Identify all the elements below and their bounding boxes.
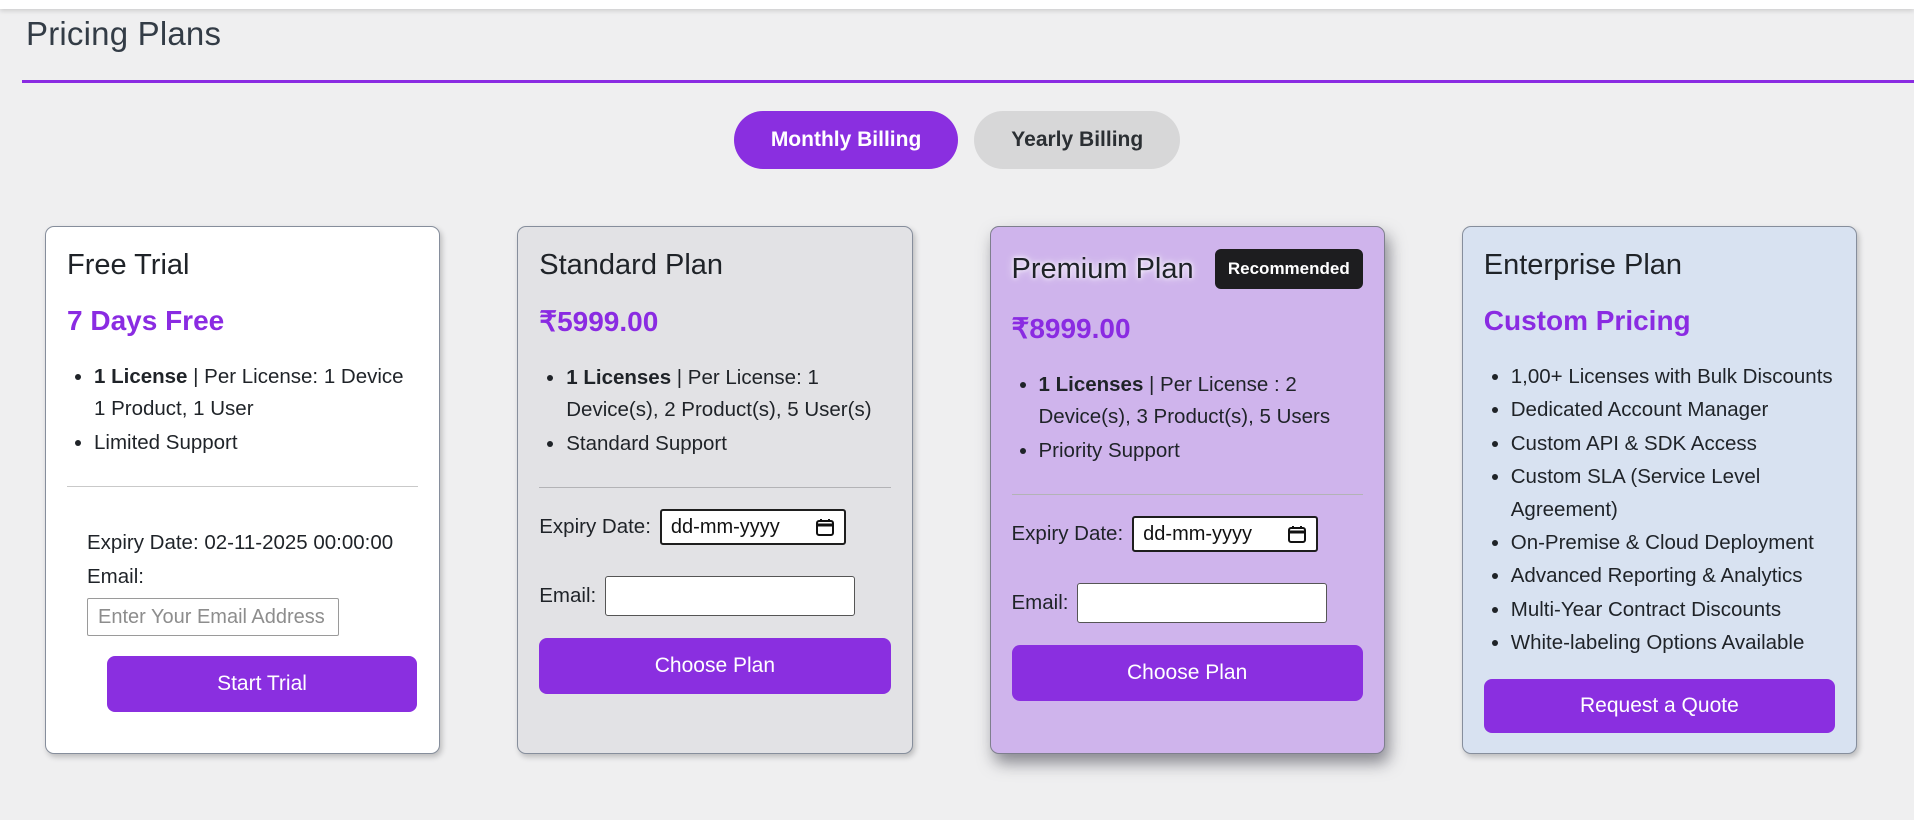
expiry-date-input[interactable]: dd-mm-yyyy [659,509,846,546]
plan-price: Custom Pricing [1483,305,1691,336]
calendar-icon[interactable] [1287,524,1307,544]
plan-title: Standard Plan [539,249,724,281]
feature-rest-text: | Per License: 1 Device 1 Product, 1 Use… [94,365,404,421]
choose-plan-button[interactable]: Choose Plan [539,638,891,695]
feature-bold-text: 1 License [94,365,188,388]
feature-item: On-Premise & Cloud Deployment [1511,527,1835,559]
feature-item: Dedicated Account Manager [1511,394,1835,426]
request-quote-button[interactable]: Request a Quote [1483,679,1835,733]
feature-item: Custom SLA (Service Level Agreement) [1511,461,1835,526]
email-label: Email: [87,565,144,589]
feature-item: Priority Support [1039,435,1363,467]
expiry-date-label: Expiry Date: [539,515,651,539]
feature-item: Multi-Year Contract Discounts [1511,594,1835,626]
feature-bold-text: 1 Licenses [566,366,672,389]
feature-item: 1,00+ Licenses with Bulk Discounts [1511,361,1835,393]
expiry-date-text: Expiry Date: 02-11-2025 00:00:00 [87,531,394,555]
feature-list: 1 Licenses | Per License : 2 Device(s), … [1012,369,1363,468]
email-label: Email: [1011,591,1069,615]
calendar-icon[interactable] [815,517,835,537]
billing-toggle: Monthly Billing Yearly Billing [0,111,1914,169]
card-divider [1011,494,1363,496]
feature-item: 1 License | Per License: 1 Device 1 Prod… [94,361,418,426]
feature-list: 1 License | Per License: 1 Device 1 Prod… [67,361,418,460]
pricing-cards-row: Free Trial 7 Days Free 1 License | Per L… [0,226,1914,754]
email-input[interactable] [605,576,856,617]
email-label: Email: [539,584,597,608]
feature-list: 1,00+ Licenses with Bulk Discounts Dedic… [1484,361,1835,660]
plan-card-premium: Premium Plan Recommended ₹8999.00 1 Lice… [989,226,1385,754]
choose-plan-button[interactable]: Choose Plan [1011,645,1363,702]
card-divider [539,487,891,489]
feature-bold-text: 1 Licenses [1038,373,1144,396]
recommended-badge: Recommended [1214,249,1363,289]
plan-title: Premium Plan [1011,252,1194,285]
email-input[interactable] [87,598,339,637]
date-placeholder: dd-mm-yyyy [670,515,780,538]
monthly-billing-button[interactable]: Monthly Billing [733,111,959,169]
plan-title: Enterprise Plan [1483,249,1683,281]
feature-rest-text: | Per License: 1 Device(s), 2 Product(s)… [566,366,872,422]
top-bar [0,0,1914,9]
feature-item: White-labeling Options Available [1511,627,1835,659]
feature-rest-text: | Per License : 2 Device(s), 3 Product(s… [1038,373,1331,429]
plan-price: ₹8999.00 [1011,313,1131,344]
feature-item: Standard Support [566,428,890,460]
feature-item: Advanced Reporting & Analytics [1511,560,1835,592]
feature-item: Custom API & SDK Access [1511,428,1835,460]
plan-title: Free Trial [67,249,190,281]
date-placeholder: dd-mm-yyyy [1143,522,1253,545]
plan-price: 7 Days Free [67,305,225,336]
title-underline [22,80,1914,83]
plan-card-standard: Standard Plan ₹5999.00 1 Licenses | Per … [517,226,913,754]
plan-card-enterprise: Enterprise Plan Custom Pricing 1,00+ Lic… [1461,226,1857,754]
feature-item: Limited Support [94,427,418,459]
yearly-billing-button[interactable]: Yearly Billing [974,111,1181,169]
card-divider [67,486,419,488]
page-title: Pricing Plans [26,15,222,52]
plan-price: ₹5999.00 [539,306,659,337]
feature-item: 1 Licenses | Per License : 2 Device(s), … [1039,369,1363,434]
plan-card-free-trial: Free Trial 7 Days Free 1 License | Per L… [45,226,441,754]
feature-list: 1 Licenses | Per License: 1 Device(s), 2… [539,362,890,461]
email-input[interactable] [1077,583,1328,624]
expiry-date-label: Expiry Date: [1011,522,1124,546]
expiry-date-input[interactable]: dd-mm-yyyy [1132,516,1319,553]
feature-item: 1 Licenses | Per License: 1 Device(s), 2… [566,362,890,427]
start-trial-button[interactable]: Start Trial [107,656,417,713]
